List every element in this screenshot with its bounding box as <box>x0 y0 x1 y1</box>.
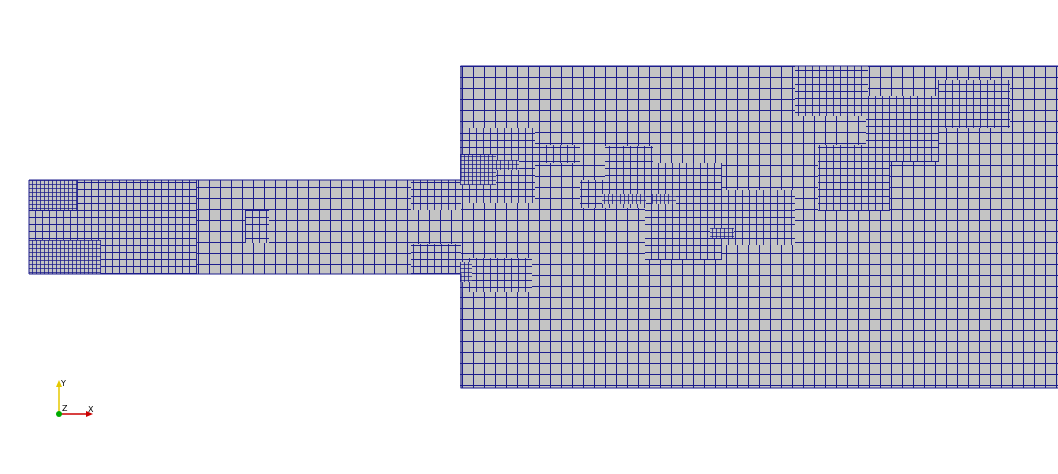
z-axis-label: Z <box>62 404 68 413</box>
refined-patches-medium <box>29 66 1010 292</box>
z-axis-dot <box>56 411 62 417</box>
mesh-outline <box>28 65 1058 389</box>
refined-patches-fine <box>29 155 734 282</box>
y-axis-label: Y <box>60 379 66 388</box>
x-axis-label: X <box>88 405 94 414</box>
orientation-axes: Y X Z <box>56 379 94 417</box>
y-axis-arrow <box>56 380 62 387</box>
x-axis-arrow <box>86 411 93 417</box>
